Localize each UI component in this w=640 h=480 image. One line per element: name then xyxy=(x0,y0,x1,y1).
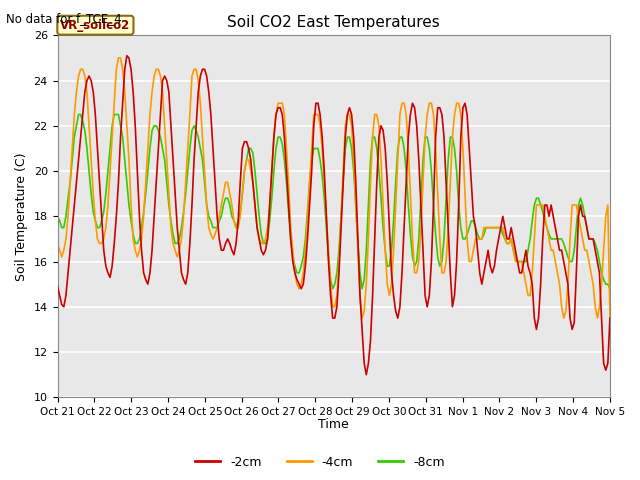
Title: Soil CO2 East Temperatures: Soil CO2 East Temperatures xyxy=(227,15,440,30)
X-axis label: Time: Time xyxy=(318,419,349,432)
Y-axis label: Soil Temperature (C): Soil Temperature (C) xyxy=(15,152,28,281)
Legend: -2cm, -4cm, -8cm: -2cm, -4cm, -8cm xyxy=(190,451,450,474)
Text: No data for f_TCE_4: No data for f_TCE_4 xyxy=(6,12,122,25)
Text: VR_soilco2: VR_soilco2 xyxy=(60,19,131,32)
